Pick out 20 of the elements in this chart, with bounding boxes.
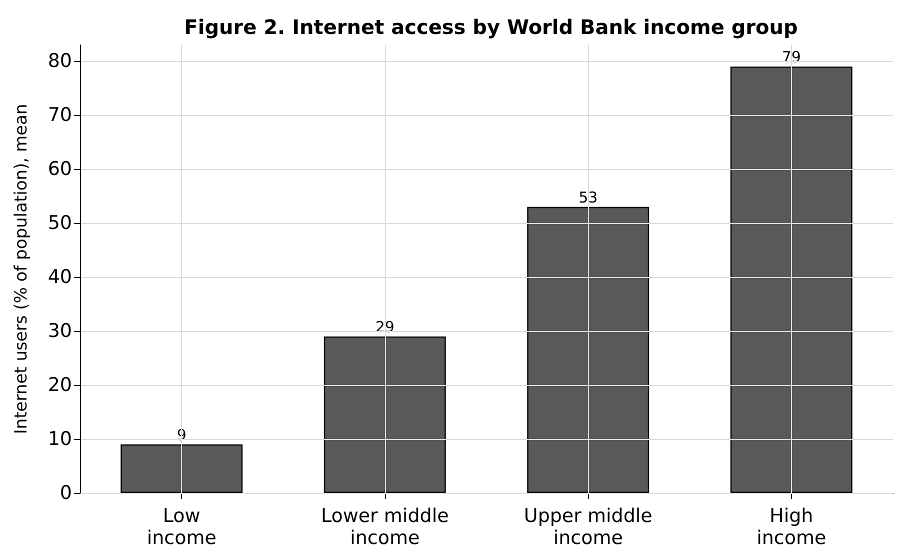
x-tick-label: Low income — [146, 505, 216, 549]
bar — [527, 206, 650, 493]
x-tick-label: High income — [756, 505, 826, 549]
y-tick-label: 80 — [48, 50, 72, 72]
y-tick-label: 50 — [48, 212, 72, 234]
x-tick-label: Upper middle income — [524, 505, 652, 549]
y-tick-label: 10 — [48, 428, 72, 450]
bar — [324, 336, 446, 493]
y-tick-label: 70 — [48, 104, 72, 126]
y-tick-label: 40 — [48, 266, 72, 288]
bar — [120, 444, 243, 493]
y-axis-title: Internet users (% of population), mean — [12, 104, 32, 434]
y-tick-label: 0 — [60, 482, 72, 504]
y-tick-label: 60 — [48, 158, 72, 180]
y-tick-label: 30 — [48, 320, 72, 342]
data-label: 53 — [578, 188, 598, 206]
chart-title: Figure 2. Internet access by World Bank income group — [184, 15, 798, 39]
x-tick-label: Lower middle income — [320, 505, 449, 549]
bar — [730, 66, 852, 493]
y-tick-label: 20 — [48, 374, 72, 396]
